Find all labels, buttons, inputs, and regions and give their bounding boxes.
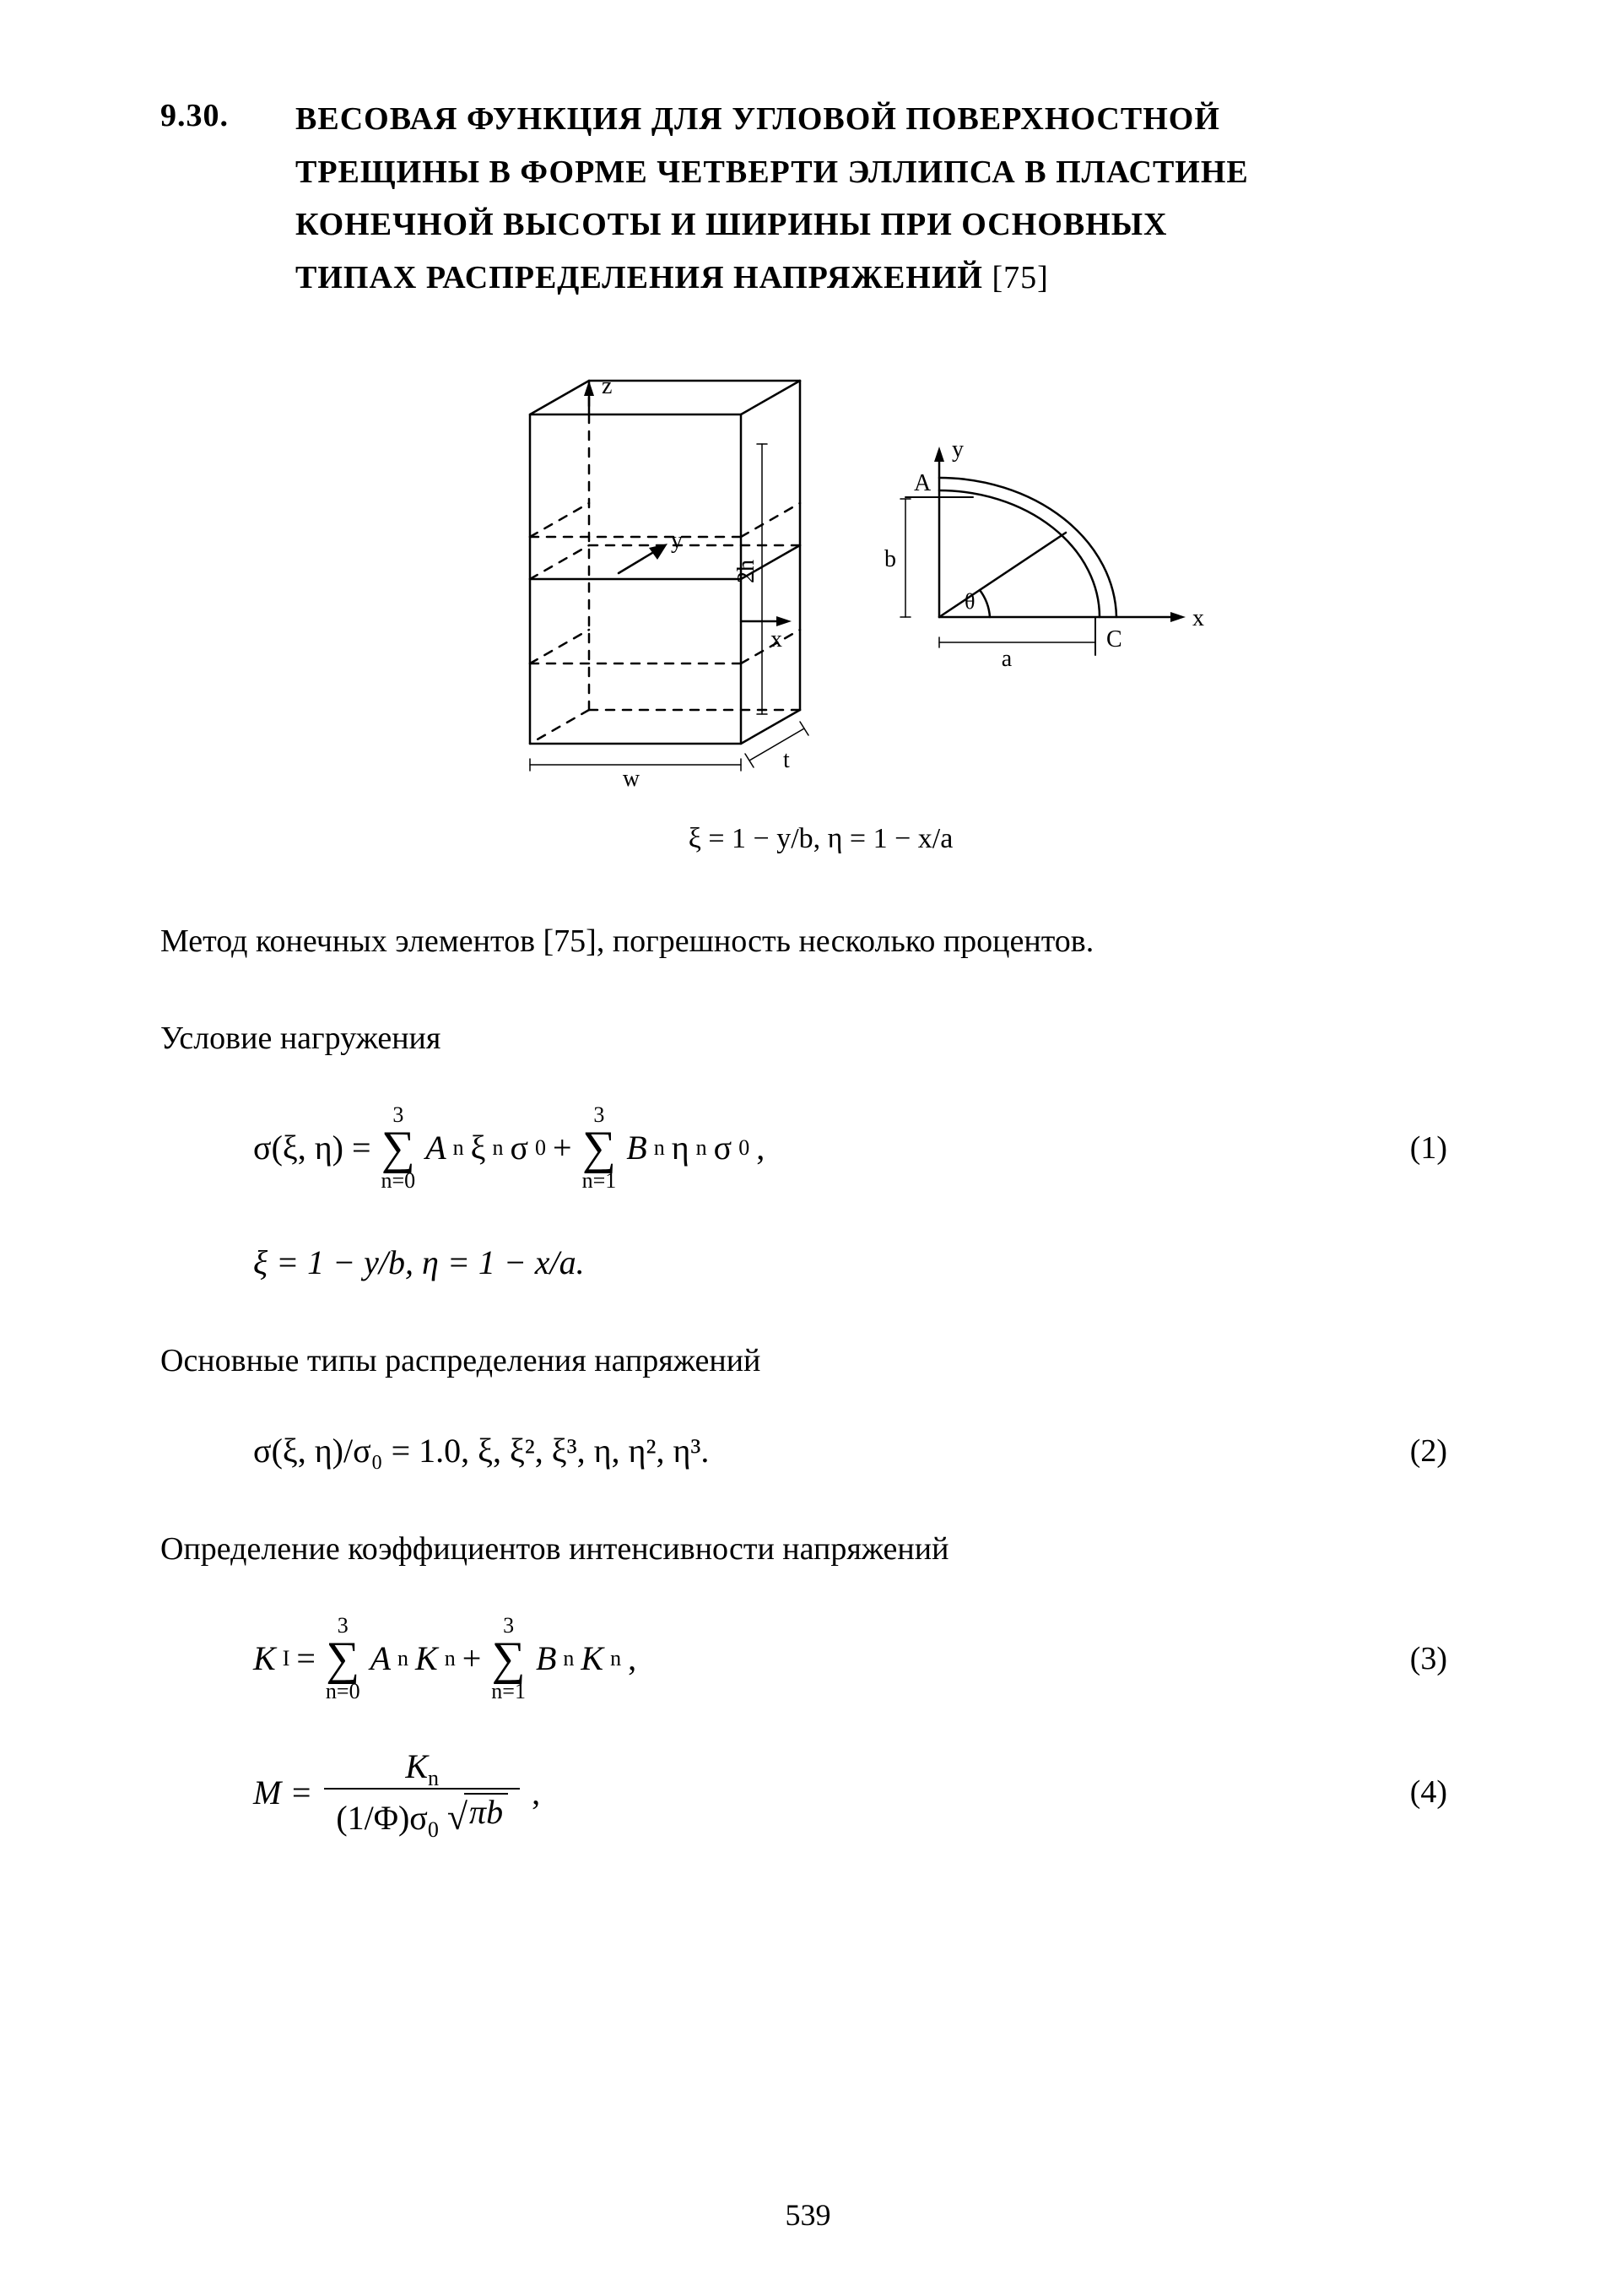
- equation-defs-body: ξ = 1 − y/b, η = 1 − x/a.: [253, 1238, 585, 1287]
- eq1-sum1-bot: n=0: [381, 1170, 416, 1192]
- eq3-sum2-bot: n=1: [491, 1681, 526, 1703]
- eq3-sum1: 3 ∑ n=0: [326, 1615, 360, 1703]
- eq3-Kn1: K: [415, 1634, 438, 1683]
- dim-t: t: [783, 747, 790, 773]
- axis-x-label-left: x: [770, 626, 782, 653]
- equation-4-body: M = Kn (1/Φ)σ0 √ πb ,: [253, 1749, 540, 1836]
- heading-number: 9.30.: [160, 93, 295, 139]
- eq1-term1-xi: ξ: [471, 1124, 486, 1172]
- eq3-sum2: 3 ∑ n=1: [491, 1615, 526, 1703]
- equation-4: M = Kn (1/Φ)σ0 √ πb , (4): [160, 1749, 1481, 1836]
- dim-a: a: [1001, 646, 1012, 672]
- equation-1: σ(ξ, η) = 3 ∑ n=0 An ξn σ0 + 3 ∑ n=1 Bn …: [160, 1104, 1481, 1192]
- heading-ref: [75]: [992, 260, 1048, 295]
- heading-title: ВЕСОВАЯ ФУНКЦИЯ ДЛЯ УГЛОВОЙ ПОВЕРХНОСТНО…: [295, 93, 1249, 305]
- point-A: A: [914, 470, 932, 496]
- eq1-term1-A: A: [425, 1124, 446, 1172]
- equation-1-body: σ(ξ, η) = 3 ∑ n=0 An ξn σ0 + 3 ∑ n=1 Bn …: [253, 1104, 765, 1192]
- eq3-comma: ,: [628, 1634, 636, 1683]
- eq1-lhs: σ(ξ, η) =: [253, 1124, 371, 1172]
- equation-3-body: KI = 3 ∑ n=0 An Kn + 3 ∑ n=1 Bn Kn ,: [253, 1615, 636, 1703]
- dim-2h: 2h: [733, 560, 759, 583]
- heading-line-4: ТИПАХ РАСПРЕДЕЛЕНИЯ НАПРЯЖЕНИЙ: [295, 260, 983, 295]
- sigma-sum-icon: ∑: [326, 1635, 359, 1682]
- eq2-text: σ(ξ, η)/σ₀ = 1.0, ξ, ξ², ξ³, η, η², η³.: [253, 1427, 709, 1476]
- eq1-term2-sigma: σ: [714, 1124, 732, 1172]
- eq3-A: A: [370, 1634, 391, 1683]
- heading-line-2: ТРЕЩИНЫ В ФОРМЕ ЧЕТВЕРТИ ЭЛЛИПСА В ПЛАСТ…: [295, 154, 1249, 190]
- equation-2: σ(ξ, η)/σ₀ = 1.0, ξ, ξ², ξ³, η, η², η³. …: [160, 1427, 1481, 1476]
- equation-defs: ξ = 1 − y/b, η = 1 − x/a.: [160, 1238, 1481, 1287]
- subheading-types: Основные типы распределения напряжений: [160, 1338, 1481, 1384]
- eq3-Kn2: K: [581, 1634, 603, 1683]
- subheading-loading: Условие нагружения: [160, 1015, 1481, 1062]
- eq1-term2-B: B: [626, 1124, 646, 1172]
- eq3-B: B: [536, 1634, 556, 1683]
- equation-3: KI = 3 ∑ n=0 An Kn + 3 ∑ n=1 Bn Kn , (3): [160, 1615, 1481, 1703]
- axis-z-label: z: [602, 373, 612, 399]
- eq1-term1-sigma: σ: [510, 1124, 528, 1172]
- eq1-sum2: 3 ∑ n=1: [582, 1104, 617, 1192]
- inset-axis-x: x: [1192, 605, 1204, 631]
- eq1-sum2-bot: n=1: [582, 1170, 617, 1192]
- eq3-eq: =: [296, 1634, 316, 1683]
- page: 9.30. ВЕСОВАЯ ФУНКЦИЯ ДЛЯ УГЛОВОЙ ПОВЕРХ…: [0, 0, 1616, 2296]
- eq3-plus: +: [462, 1634, 482, 1683]
- equation-3-number: (3): [1410, 1636, 1447, 1682]
- page-number: 539: [0, 2193, 1616, 2237]
- sigma-sum-icon: ∑: [582, 1124, 616, 1172]
- equation-4-number: (4): [1410, 1769, 1447, 1816]
- angle-theta: θ: [965, 589, 975, 614]
- eq1-term2-eta: η: [672, 1124, 689, 1172]
- dim-b: b: [884, 546, 896, 572]
- eq1-plus: +: [553, 1124, 572, 1172]
- figure-svg: z: [399, 364, 1243, 803]
- dim-w: w: [622, 766, 640, 792]
- equation-2-number: (2): [1410, 1428, 1447, 1475]
- eq-defs-text: ξ = 1 − y/b, η = 1 − x/a.: [253, 1238, 585, 1287]
- sigma-sum-icon: ∑: [492, 1635, 526, 1682]
- axis-y-label: y: [671, 528, 683, 554]
- figure-caption: ξ = 1 − y/b, η = 1 − x/a: [689, 818, 954, 859]
- figure: z: [160, 364, 1481, 859]
- sqrt-icon: √ πb: [447, 1793, 508, 1832]
- eq3-sum1-bot: n=0: [326, 1681, 360, 1703]
- eq4-den-pre: (1/Φ)σ: [336, 1799, 428, 1837]
- eq1-sum1: 3 ∑ n=0: [381, 1104, 416, 1192]
- eq4-M: M =: [253, 1768, 312, 1817]
- eq3-K: K: [253, 1634, 276, 1683]
- equation-2-body: σ(ξ, η)/σ₀ = 1.0, ξ, ξ², ξ³, η, η², η³.: [253, 1427, 709, 1476]
- eq4-den-sqrt: πb: [469, 1793, 503, 1831]
- eq4-fraction: Kn (1/Φ)σ0 √ πb: [324, 1749, 520, 1836]
- heading-line-3: КОНЕЧНОЙ ВЫСОТЫ И ШИРИНЫ ПРИ ОСНОВНЫХ: [295, 207, 1168, 242]
- section-heading: 9.30. ВЕСОВАЯ ФУНКЦИЯ ДЛЯ УГЛОВОЙ ПОВЕРХ…: [160, 93, 1481, 305]
- equation-1-number: (1): [1410, 1125, 1447, 1172]
- sigma-sum-icon: ∑: [381, 1124, 415, 1172]
- inset-axis-y: y: [952, 436, 964, 463]
- eq4-comma: ,: [532, 1768, 540, 1817]
- para-method: Метод конечных элементов [75], погрешнос…: [160, 918, 1481, 965]
- eq1-comma: ,: [756, 1124, 765, 1172]
- eq4-num-K: K: [405, 1747, 428, 1785]
- point-C: C: [1106, 626, 1122, 653]
- subheading-sif: Определение коэффициентов интенсивности …: [160, 1526, 1481, 1573]
- heading-line-1: ВЕСОВАЯ ФУНКЦИЯ ДЛЯ УГЛОВОЙ ПОВЕРХНОСТНО…: [295, 101, 1220, 137]
